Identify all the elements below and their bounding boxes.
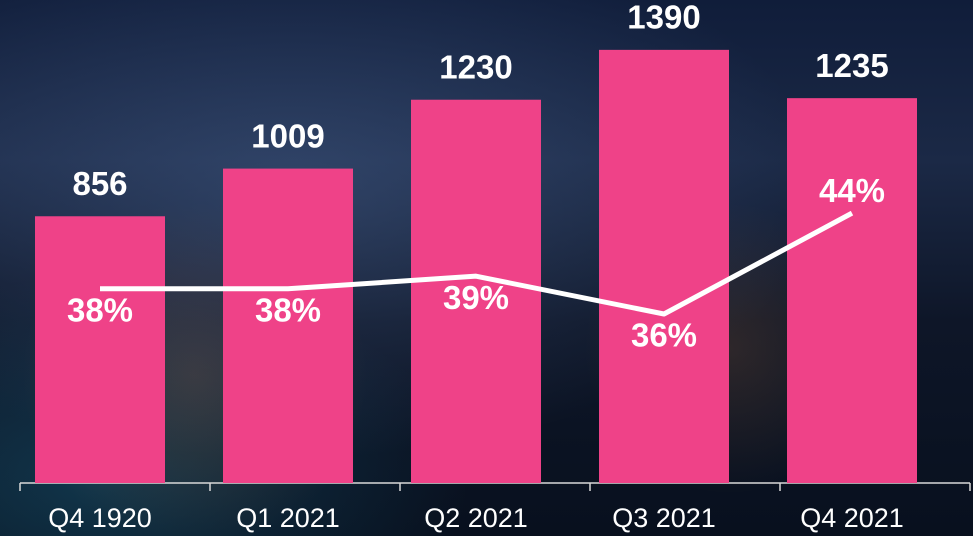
x-tick-label: Q1 2021 xyxy=(236,503,340,533)
bar-value-label: 856 xyxy=(72,165,127,202)
bar xyxy=(787,98,917,483)
line-value-label: 36% xyxy=(631,317,697,354)
bar xyxy=(599,50,729,483)
x-tick-label: Q4 1920 xyxy=(48,503,152,533)
bar xyxy=(35,216,165,483)
line-value-label: 38% xyxy=(255,292,321,329)
line-value-label: 44% xyxy=(819,172,885,209)
x-tick-label: Q3 2021 xyxy=(612,503,716,533)
bar-value-label: 1235 xyxy=(815,47,888,84)
bar-value-label: 1390 xyxy=(627,0,700,36)
line-value-label: 38% xyxy=(67,292,133,329)
x-tick-label: Q2 2021 xyxy=(424,503,528,533)
chart: Q4 1920 Q1 2021 Q2 2021 Q3 2021 Q4 2021 856 10… xyxy=(0,0,973,536)
line-value-label: 39% xyxy=(443,279,509,316)
bar-value-label: 1230 xyxy=(439,48,512,85)
chart-page: Q4 1920 Q1 2021 Q2 2021 Q3 2021 Q4 2021 856 10… xyxy=(0,0,973,536)
bar-value-label: 1009 xyxy=(251,117,324,154)
x-tick-label: Q4 2021 xyxy=(800,503,904,533)
